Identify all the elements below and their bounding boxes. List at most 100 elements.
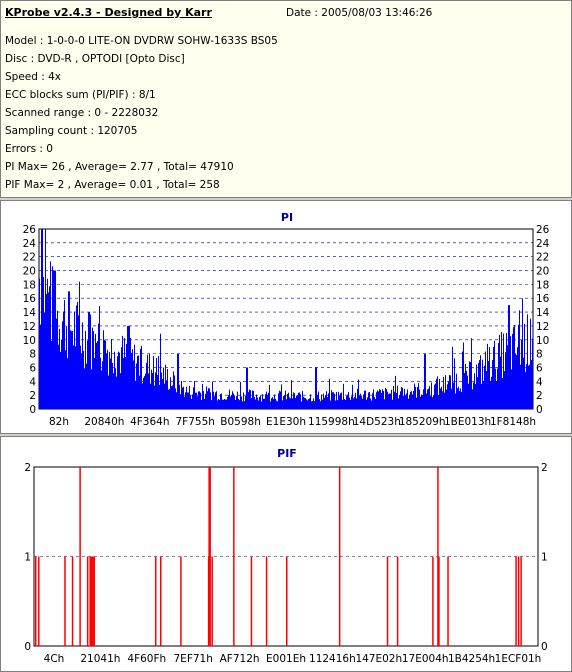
pi-bar xyxy=(489,347,490,409)
pi-bar xyxy=(199,391,200,409)
pi-bar xyxy=(518,324,519,409)
pi-bar xyxy=(39,278,40,409)
pi-bar xyxy=(312,401,313,409)
pi-bar xyxy=(146,362,147,409)
y-tick-label-right: 1 xyxy=(541,552,548,564)
pi-bar xyxy=(220,394,221,409)
pi-bar xyxy=(172,385,173,409)
pi-bar xyxy=(207,391,208,409)
pi-bar xyxy=(452,346,453,409)
pi-bar xyxy=(310,394,311,409)
pi-bar xyxy=(187,392,188,409)
pi-bar xyxy=(336,391,337,409)
pi-bar xyxy=(90,314,91,409)
pi-bar xyxy=(241,396,242,409)
pi-bar xyxy=(111,338,112,409)
pi-bar xyxy=(487,343,488,409)
pi-bar xyxy=(324,397,325,409)
pi-bar xyxy=(182,387,183,409)
pi-bar xyxy=(488,361,489,409)
pi-bar xyxy=(343,383,344,409)
pi-bar xyxy=(165,364,166,409)
y-tick-label-right: 10 xyxy=(536,335,549,347)
pi-bar xyxy=(181,380,182,409)
pif-chart-panel: PIF 0 0 1 1 2 2 4Ch 21041h 4F60Fh 7EF71h AF712h E00… xyxy=(0,436,572,672)
pi-bar xyxy=(481,383,482,409)
pi-bar xyxy=(455,393,456,409)
pi-bar xyxy=(348,391,349,409)
pi-bar xyxy=(337,400,338,409)
pi-bar xyxy=(306,399,307,409)
pi-bar xyxy=(235,399,236,409)
pi-bar xyxy=(69,291,70,409)
y-tick-label-left: 8 xyxy=(29,349,36,361)
pi-bar xyxy=(528,365,529,409)
pi-bar xyxy=(237,391,238,409)
pi-bar xyxy=(126,343,127,409)
pi-bar xyxy=(389,393,390,409)
pi-bar xyxy=(354,396,355,409)
pi-bar xyxy=(322,399,323,409)
pi-bar xyxy=(516,355,517,409)
errors-line: Errors : 0 xyxy=(5,143,53,155)
pi-bar xyxy=(424,353,425,409)
pi-bar xyxy=(64,300,65,409)
pi-bar xyxy=(434,384,435,409)
pi-bar xyxy=(470,362,471,409)
pi-bar xyxy=(471,338,472,409)
pi-bar xyxy=(226,399,227,409)
pi-bar xyxy=(118,351,119,409)
pi-bar xyxy=(209,388,210,409)
pi-bar xyxy=(438,394,439,409)
pi-bar xyxy=(305,398,306,409)
pi-bar xyxy=(300,394,301,409)
pi-bar xyxy=(466,370,467,409)
pi-bar xyxy=(374,396,375,409)
x-tick-label: 1B4254h xyxy=(448,653,495,665)
y-tick-label-right: 2 xyxy=(541,462,548,474)
pi-bar xyxy=(119,352,120,409)
pi-bar xyxy=(298,392,299,409)
pif-bar xyxy=(438,556,440,646)
pi-bar xyxy=(73,345,74,409)
pi-bar xyxy=(231,395,232,409)
pi-bar xyxy=(507,345,508,409)
pi-bar xyxy=(302,390,303,409)
pi-bar xyxy=(96,342,97,409)
pi-bar xyxy=(497,368,498,409)
pif-bar xyxy=(90,556,92,646)
pi-bar xyxy=(234,395,235,409)
pi-bar xyxy=(363,394,364,409)
pi-bar xyxy=(208,388,209,409)
pi-bar xyxy=(176,392,177,409)
pi-bar xyxy=(377,390,378,409)
pi-bar xyxy=(397,385,398,409)
pi-bar xyxy=(292,398,293,409)
pi-bar xyxy=(413,390,414,409)
pi-bar xyxy=(83,350,84,409)
pi-bar xyxy=(68,291,69,409)
pi-bar xyxy=(355,392,356,409)
pi-bar xyxy=(156,357,157,409)
pi-bar xyxy=(184,396,185,409)
pi-bar xyxy=(281,384,282,409)
pi-bar xyxy=(193,387,194,409)
pi-bar xyxy=(147,354,148,409)
pi-bar xyxy=(499,334,500,409)
y-tick-label-right: 26 xyxy=(536,224,550,236)
pi-bar xyxy=(173,371,174,409)
pi-bar xyxy=(121,347,122,409)
pi-bar xyxy=(245,396,246,409)
pi-bar xyxy=(515,353,516,409)
pi-bar xyxy=(80,345,81,409)
x-tick-label: 20840h xyxy=(84,416,124,428)
pif-bar xyxy=(160,556,162,646)
pi-bar xyxy=(329,378,330,409)
pi-bar xyxy=(316,367,317,409)
pi-bar xyxy=(446,389,447,409)
pif-bar xyxy=(338,467,341,646)
pi-bar xyxy=(388,394,389,409)
pi-bar xyxy=(145,373,146,409)
pi-bar xyxy=(128,325,129,409)
scanned-range-line: Scanned range : 0 - 2228032 xyxy=(5,107,159,119)
